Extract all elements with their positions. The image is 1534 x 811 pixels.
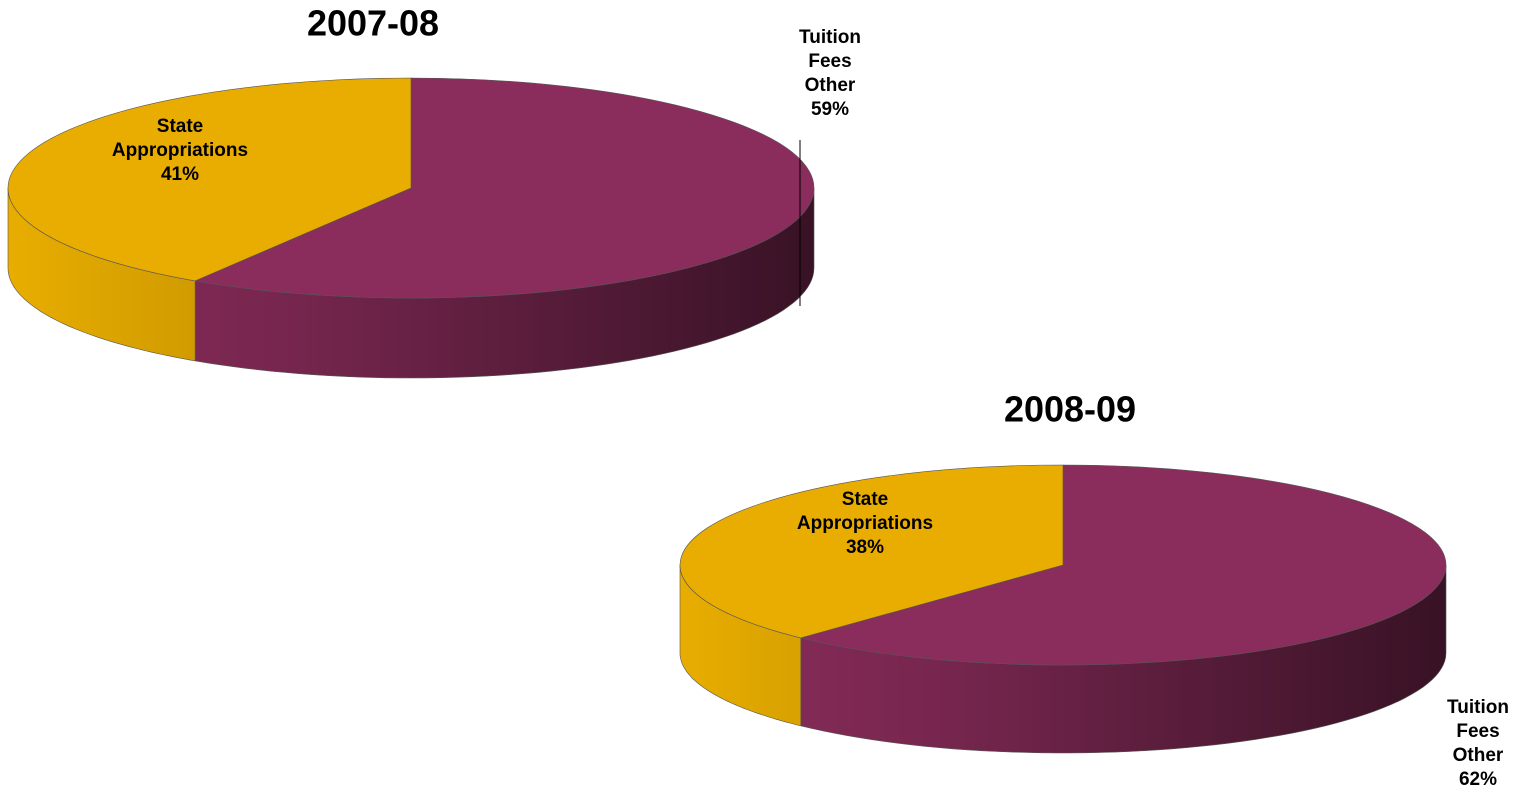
slice-label: State Appropriations 41% — [112, 116, 248, 185]
label-line: Fees — [1456, 721, 1499, 742]
label-line: Fees — [808, 51, 851, 72]
chart-title: 2008-09 — [1004, 389, 1136, 430]
label-line: Other — [1453, 745, 1504, 766]
chart-title: 2007-08 — [307, 3, 439, 44]
value-label: 62% — [1459, 769, 1497, 790]
slice — [799, 464, 1447, 666]
value-label: 38% — [846, 537, 884, 558]
label-line: Appropriations — [797, 513, 933, 534]
slice-label: Tuition Fees Other 62% — [1447, 697, 1509, 790]
value-label: 41% — [161, 164, 199, 185]
label-line: State — [157, 116, 203, 137]
value-label: 59% — [811, 99, 849, 120]
slice — [7, 77, 412, 282]
slice-label: State Appropriations 38% — [797, 489, 933, 558]
label-line: Tuition — [799, 27, 861, 48]
slice — [679, 464, 1064, 639]
category-label: State Appropriations — [797, 489, 933, 534]
label-line: 59% — [811, 99, 849, 120]
label-line: Other — [805, 75, 856, 96]
label-line: 38% — [846, 537, 884, 558]
label-line: Appropriations — [112, 140, 248, 161]
label-line: 41% — [161, 164, 199, 185]
label-line: State — [842, 489, 888, 510]
category-label: Tuition Fees Other — [799, 27, 861, 96]
category-label: Tuition Fees Other — [1447, 697, 1509, 766]
category-label: State Appropriations — [112, 116, 248, 161]
label-line: 62% — [1459, 769, 1497, 790]
slice-label: Tuition Fees Other 59% — [799, 27, 861, 120]
slice — [194, 77, 815, 299]
label-line: Tuition — [1447, 697, 1509, 718]
